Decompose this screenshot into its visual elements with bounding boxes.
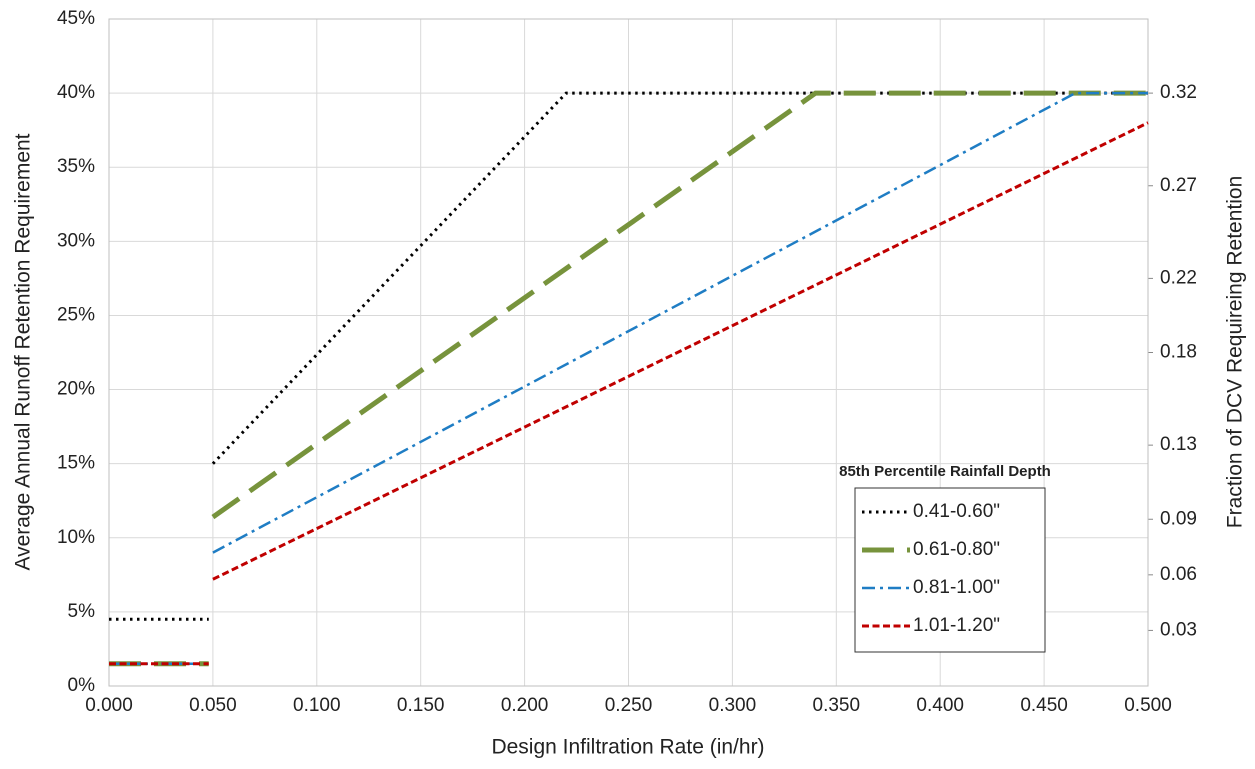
series-line: [109, 121, 1149, 666]
y-tick-label: 25%: [57, 304, 95, 325]
y-tick-label: 10%: [57, 527, 95, 548]
x-tick-label: 0.250: [605, 695, 653, 716]
x-tick-label: 0.400: [916, 695, 964, 716]
x-tick-label: 0.100: [293, 695, 341, 716]
plot-frame: [108, 18, 1149, 687]
y-tick-label: 0%: [68, 675, 96, 696]
x-tick-label: 0.200: [501, 695, 549, 716]
legend-label: 1.01-1.20": [913, 615, 1000, 636]
y-tick-label: 20%: [57, 379, 95, 400]
y2-tick-label: 0.18: [1160, 342, 1197, 363]
y2-tick-label: 0.32: [1160, 82, 1197, 103]
legend-label: 0.61-0.80": [913, 539, 1000, 560]
x-tick-label: 0.150: [397, 695, 445, 716]
y-tick-label: 35%: [57, 156, 95, 177]
x-tick-label: 0.450: [1020, 695, 1068, 716]
x-axis-title: Design Infiltration Rate (in/hr): [491, 736, 764, 759]
y2-tick-label: 0.09: [1160, 508, 1197, 529]
y2-tick-label: 0.06: [1160, 564, 1197, 585]
x-tick-label: 0.350: [813, 695, 861, 716]
y-tick-label: 45%: [57, 8, 95, 29]
y2-axis-title: Fraction of DCV Requireing Retention: [1224, 176, 1247, 529]
y2-tick-label: 0.13: [1160, 434, 1197, 455]
y-tick-label: 30%: [57, 230, 95, 251]
series-line: [109, 91, 1148, 621]
y2-tick-label: 0.03: [1160, 619, 1197, 640]
y-axis-title: Average Annual Runoff Retention Requirem…: [12, 133, 35, 570]
x-tick-label: 0.500: [1124, 695, 1172, 716]
x-tick-label: 0.000: [85, 695, 133, 716]
legend-label: 0.81-1.00": [913, 577, 1000, 598]
x-tick-label: 0.300: [709, 695, 757, 716]
y-tick-label: 5%: [68, 601, 96, 622]
y2-tick-label: 0.27: [1160, 175, 1197, 196]
y-tick-label: 40%: [57, 82, 95, 103]
legend-label: 0.41-0.60": [913, 501, 1000, 522]
y-tick-label: 15%: [57, 453, 95, 474]
legend-title: 85th Percentile Rainfall Depth: [839, 463, 1051, 480]
series-line: [109, 91, 1148, 666]
y2-tick-label: 0.22: [1160, 267, 1197, 288]
x-tick-label: 0.050: [189, 695, 237, 716]
